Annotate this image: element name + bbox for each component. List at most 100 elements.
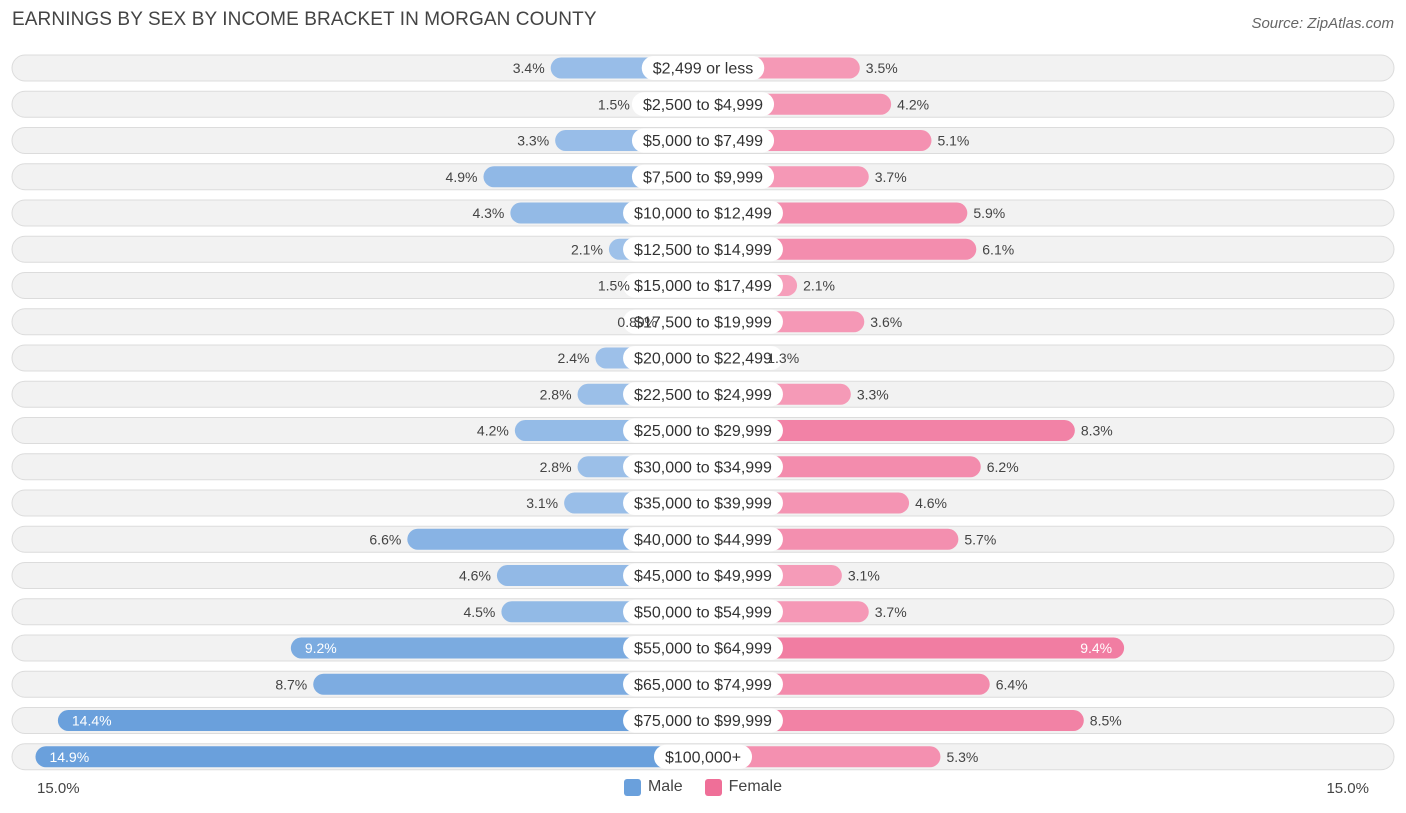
category-pill <box>631 92 775 117</box>
male-value-label: 8.7% <box>275 676 307 692</box>
chart-row: $2,500 to $4,999 1.5% 4.2% <box>11 90 1395 118</box>
category-pill <box>623 237 783 262</box>
chart-row: $65,000 to $74,999 8.7% 6.4% <box>11 670 1395 698</box>
female-value-label: 4.2% <box>897 96 929 112</box>
category-label: $5,000 to $7,499 <box>643 133 763 150</box>
category-pill <box>623 418 783 443</box>
category-label: $55,000 to $64,999 <box>634 641 772 658</box>
category-label: $50,000 to $54,999 <box>634 604 772 621</box>
male-value-label: 4.2% <box>477 423 509 439</box>
category-pill <box>623 563 783 588</box>
legend-item-male[interactable]: Male <box>623 778 683 796</box>
male-value-label: 2.1% <box>571 241 603 257</box>
category-label: $25,000 to $29,999 <box>634 423 772 440</box>
chart-row: $45,000 to $49,999 4.6% 3.1% <box>11 562 1395 589</box>
chart-row: $30,000 to $34,999 2.8% 6.2% <box>11 453 1395 481</box>
male-bar <box>290 637 703 659</box>
chart-row: $20,000 to $22,499 2.4% 1.3% <box>11 344 1395 372</box>
female-bar <box>703 420 1075 441</box>
legend-item-female[interactable]: Female <box>704 778 783 796</box>
category-pill <box>653 744 753 769</box>
female-value-label: 2.1% <box>803 278 835 294</box>
female-value-label: 6.2% <box>987 459 1019 475</box>
male-value-label: 4.3% <box>472 205 504 221</box>
chart-row: $55,000 to $64,999 9.2% 9.4% <box>11 634 1395 662</box>
category-label: $20,000 to $22,499 <box>634 351 772 368</box>
legend: Male Female <box>0 778 1406 796</box>
category-pill <box>623 309 783 334</box>
category-label: $75,000 to $99,999 <box>634 713 772 730</box>
chart-row: $5,000 to $7,499 3.3% 5.1% <box>11 127 1395 154</box>
female-value-label: 4.6% <box>915 495 947 511</box>
female-value-label: 5.1% <box>937 133 969 149</box>
category-pill <box>641 56 765 80</box>
male-value-label: 2.8% <box>540 386 572 402</box>
male-value-label: 1.5% <box>598 96 630 112</box>
male-value-label: 2.4% <box>558 350 590 366</box>
category-label: $7,500 to $9,999 <box>643 169 763 186</box>
source-label: Source: ZipAtlas.com <box>1251 15 1394 32</box>
category-pill <box>623 382 783 407</box>
male-value-label: 4.6% <box>459 568 491 584</box>
male-value-label: 3.1% <box>526 495 558 511</box>
male-value-label: 14.4% <box>72 713 112 729</box>
male-value-label: 3.4% <box>513 60 545 76</box>
category-label: $15,000 to $17,499 <box>634 278 772 295</box>
female-value-label: 6.1% <box>982 241 1014 257</box>
female-bar <box>703 710 1084 731</box>
category-label: $35,000 to $39,999 <box>634 496 772 513</box>
male-value-label: 4.9% <box>446 169 478 185</box>
male-value-label: 3.3% <box>517 133 549 149</box>
category-pill <box>623 636 783 660</box>
category-pill <box>623 527 783 552</box>
category-label: $30,000 to $34,999 <box>634 459 772 476</box>
legend-male-label: Male <box>647 778 683 795</box>
female-value-label: 9.4% <box>1080 640 1112 656</box>
female-value-label: 1.3% <box>767 350 799 366</box>
category-label: $45,000 to $49,999 <box>634 568 772 585</box>
female-value-label: 6.4% <box>996 676 1028 692</box>
category-pill <box>623 672 783 697</box>
legend-female-label: Female <box>728 778 783 795</box>
chart-row: $50,000 to $54,999 4.5% 3.7% <box>11 598 1395 626</box>
category-label: $65,000 to $74,999 <box>634 677 772 694</box>
category-pill <box>623 491 783 515</box>
category-pill <box>623 201 783 225</box>
category-label: $2,500 to $4,999 <box>643 97 763 114</box>
chart-row: $10,000 to $12,499 4.3% 5.9% <box>11 199 1395 227</box>
chart-row: $22,500 to $24,999 2.8% 3.3% <box>11 380 1395 408</box>
chart-row: $75,000 to $99,999 14.4% 8.5% <box>11 707 1395 734</box>
female-value-label: 8.5% <box>1090 713 1122 729</box>
female-value-label: 8.3% <box>1081 423 1113 439</box>
category-label: $40,000 to $44,999 <box>634 532 772 549</box>
axis-left-label: 15.0% <box>37 780 80 797</box>
female-value-label: 5.9% <box>973 205 1005 221</box>
male-swatch-icon <box>623 778 641 796</box>
female-value-label: 3.7% <box>875 604 907 620</box>
category-label: $10,000 to $12,499 <box>634 206 772 223</box>
category-pill <box>623 454 783 479</box>
category-label: $2,499 or less <box>653 61 754 78</box>
category-label: $100,000+ <box>665 749 741 766</box>
axis-right-label: 15.0% <box>1326 780 1369 797</box>
chart-row: $35,000 to $39,999 3.1% 4.6% <box>11 489 1395 517</box>
male-bar <box>57 710 703 731</box>
female-value-label: 5.3% <box>946 749 978 765</box>
female-value-label: 3.1% <box>848 568 880 584</box>
female-bar <box>703 637 1125 659</box>
category-pill <box>623 599 783 624</box>
female-value-label: 3.7% <box>875 169 907 185</box>
category-label: $12,500 to $14,999 <box>634 242 772 259</box>
chart-row: $12,500 to $14,999 2.1% 6.1% <box>11 235 1395 263</box>
category-pill <box>623 273 783 298</box>
chart-row: $2,499 or less 3.4% 3.5% <box>11 54 1395 82</box>
chart-title: EARNINGS BY SEX BY INCOME BRACKET IN MOR… <box>12 9 597 30</box>
category-label: $17,500 to $19,999 <box>634 314 772 331</box>
male-value-label: 1.5% <box>598 278 630 294</box>
category-pill <box>623 708 783 733</box>
female-value-label: 5.7% <box>964 531 996 547</box>
male-value-label: 0.89% <box>617 314 657 330</box>
category-label: $22,500 to $24,999 <box>634 387 772 404</box>
